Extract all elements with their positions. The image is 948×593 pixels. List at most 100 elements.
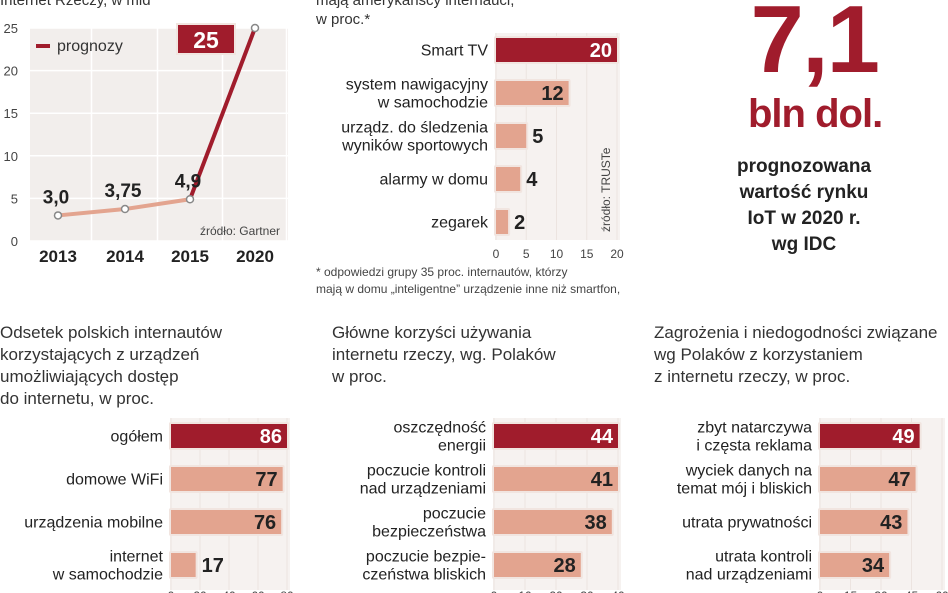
y-tick-label: 20: [4, 64, 18, 79]
headline-unit: bln dol.: [748, 92, 883, 136]
y-tick-label: 5: [11, 191, 18, 206]
headline-text: prognozowana wartość rynku IoT w 2020 r.…: [736, 156, 872, 255]
x-tick-label: 2013: [39, 247, 77, 266]
bar: [820, 510, 908, 534]
data-label: 4,9: [175, 171, 201, 192]
category-label: zegarek: [431, 215, 489, 232]
bar: [171, 553, 196, 577]
bar-value-label: 28: [554, 555, 576, 577]
series-forecast-line: [188, 27, 257, 200]
x-tick-label: 10: [550, 247, 564, 261]
x-tick-label: 10: [518, 589, 532, 593]
data-label: 3,0: [43, 187, 69, 208]
x-tick-label: 20: [610, 247, 624, 261]
category-label: poczucie bezpie-czeństwa bliskich: [362, 549, 486, 584]
category-label: alarmy w domu: [380, 172, 488, 189]
headline-number: 7,1: [750, 0, 880, 93]
x-tick-label: 30: [580, 589, 594, 593]
bar: [494, 553, 581, 577]
category-label: oszczędność energii: [394, 420, 487, 455]
bar: [820, 553, 890, 577]
bar: [820, 467, 916, 491]
category-label: poczucie kontroli nad urządzeniami: [360, 463, 486, 498]
x-tick-label: 60: [935, 589, 948, 593]
x-tick-label: 80: [280, 589, 294, 593]
x-tick-label: 0: [168, 589, 175, 593]
forecast-value-box: [176, 23, 236, 55]
category-label: ogółem: [111, 429, 163, 446]
bar-value-label: 17: [202, 555, 224, 577]
y-tick-label: 10: [4, 149, 18, 164]
bar: [496, 81, 569, 105]
data-label: 3,75: [105, 181, 142, 202]
bar: [494, 510, 612, 534]
x-tick-label: 5: [523, 247, 530, 261]
bar: [496, 210, 509, 234]
category-label: utrata kontroli nad urządzeniami: [686, 549, 812, 584]
bar-value-label: 77: [255, 469, 277, 491]
chart5-caption: Zagrożenia i niedogodności związane wg P…: [654, 323, 938, 386]
bar-value-label: 86: [260, 426, 282, 448]
x-tick-label: 15: [580, 247, 594, 261]
category-label: internet w samochodzie: [52, 549, 164, 584]
bar-value-label: 44: [591, 426, 614, 448]
category-label: wyciek danych na temat mój i bliskich: [677, 463, 812, 498]
bar-value-label: 49: [892, 426, 914, 448]
x-tick-label: 0: [493, 247, 500, 261]
chart3-caption: Odsetek polskich internautów korzystając…: [0, 323, 223, 408]
x-tick-label: 20: [193, 589, 207, 593]
x-tick-label: 60: [251, 589, 265, 593]
x-tick-label: 40: [222, 589, 236, 593]
data-point: [185, 195, 195, 204]
category-label: utrata prywatności: [682, 515, 812, 532]
x-tick-label: 2020: [236, 247, 274, 266]
bar-value-label: 12: [541, 83, 563, 105]
x-tick-label: 0: [817, 589, 824, 593]
x-tick-label: 0: [491, 589, 498, 593]
chart2-footnote: * odpowiedzi grupy 35 proc. internautów,…: [316, 265, 621, 296]
x-tick-label: 45: [905, 589, 919, 593]
source-label: źródło: Gartner: [200, 224, 280, 238]
category-label: urządz. do śledzenia wyników sportowych: [341, 120, 488, 155]
y-tick-label: 25: [4, 21, 18, 36]
bar: [496, 124, 527, 148]
bar-value-label: 38: [585, 512, 607, 534]
category-label: poczucie bezpieczeństwa: [372, 506, 486, 541]
bar: [171, 467, 283, 491]
source-label: źródło: TRUSTe: [599, 147, 613, 232]
bar-value-label: 5: [532, 126, 543, 148]
bar-value-label: 2: [514, 212, 525, 234]
bar-value-label: 76: [254, 512, 276, 534]
x-tick-label: 2014: [106, 247, 144, 266]
forecast-value-label: 25: [193, 27, 219, 53]
data-point: [120, 204, 130, 214]
chart4-caption: Główne korzyści używania internetu rzecz…: [332, 323, 556, 386]
bar: [496, 167, 521, 191]
category-label: Smart TV: [421, 43, 489, 60]
data-point-forecast: [250, 23, 260, 33]
data-point: [53, 211, 63, 220]
chart1-caption: Internet Rzeczy, w mld: [0, 0, 151, 9]
bar: [494, 467, 618, 491]
bar: [820, 424, 920, 448]
x-tick-label: 20: [549, 589, 563, 593]
bar-value-label: 34: [862, 555, 885, 577]
bar-value-label: 41: [591, 469, 613, 491]
x-tick-label: 40: [611, 589, 625, 593]
category-label: domowe WiFi: [66, 472, 163, 489]
category-label: system nawigacyjny w samochodzie: [346, 77, 488, 112]
bar: [496, 38, 617, 62]
bar-value-label: 47: [888, 469, 910, 491]
bar: [171, 424, 287, 448]
legend-label: prognozy: [57, 38, 123, 55]
bar: [171, 510, 282, 534]
x-tick-label: 15: [844, 589, 858, 593]
x-tick-label: 2015: [171, 247, 209, 266]
bar: [494, 424, 618, 448]
bar-value-label: 4: [526, 169, 538, 191]
